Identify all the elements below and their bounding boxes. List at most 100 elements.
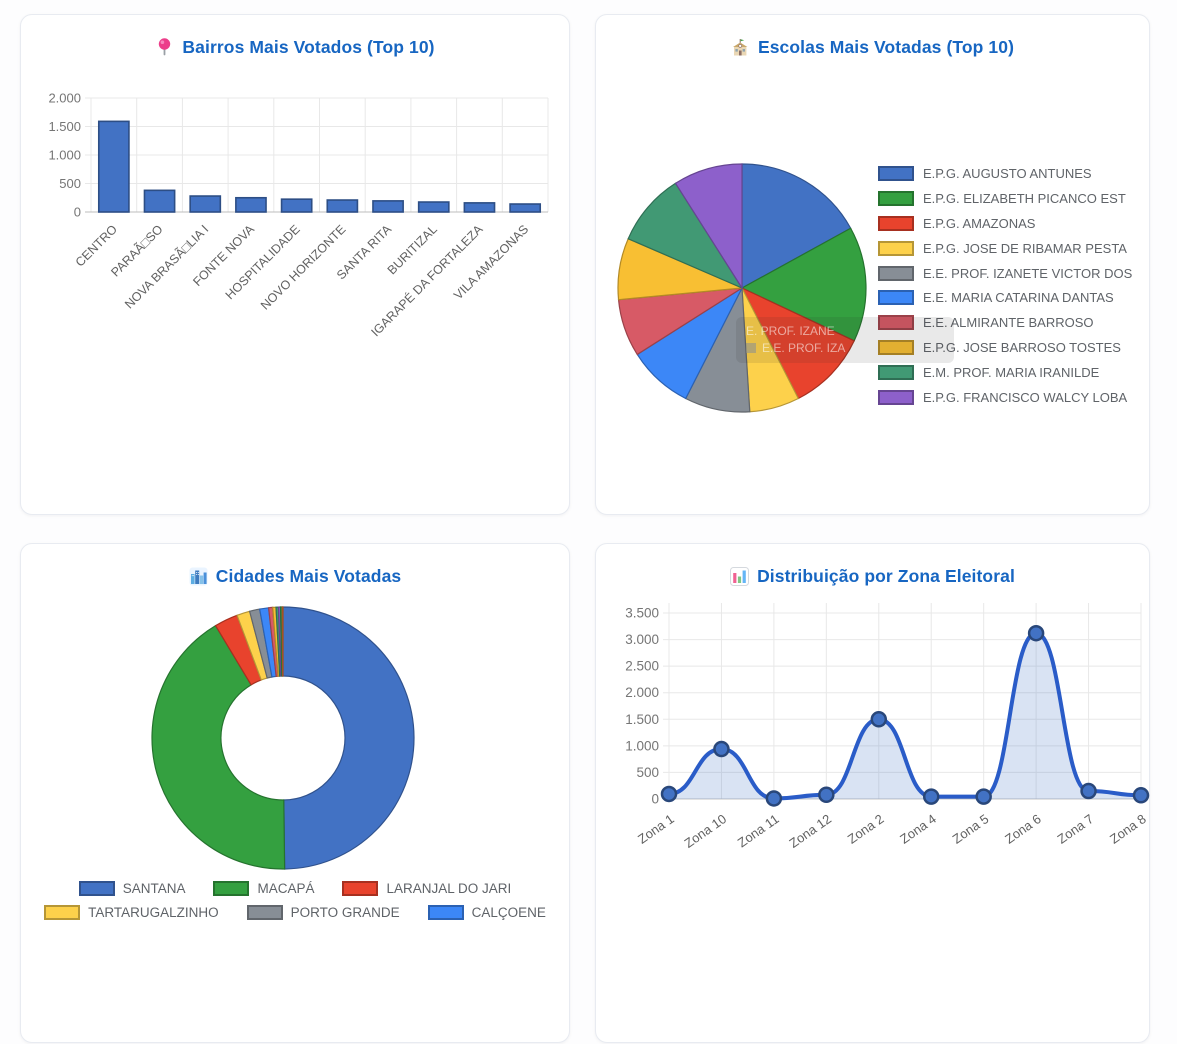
data-point[interactable] bbox=[975, 788, 992, 805]
x-axis-label: Zona 5 bbox=[950, 811, 992, 847]
legend-item[interactable]: CALÇOENE bbox=[427, 904, 546, 920]
legend-label: E.E. MARIA CATARINA DANTAS bbox=[923, 290, 1114, 306]
escolas-chart-card: Escolas Mais Votadas (Top 10) E.P.G. AUG… bbox=[595, 14, 1150, 515]
data-point[interactable] bbox=[713, 740, 730, 758]
data-point[interactable] bbox=[660, 785, 678, 803]
data-point[interactable] bbox=[870, 711, 888, 728]
legend-label: E.P.G. ELIZABETH PICANCO EST bbox=[923, 190, 1126, 206]
data-point[interactable] bbox=[1132, 787, 1150, 804]
cityscape-icon bbox=[189, 567, 208, 586]
x-axis-label: Zona 4 bbox=[897, 811, 939, 847]
pie-slice[interactable] bbox=[281, 606, 284, 677]
legend-swatch bbox=[878, 389, 914, 405]
legend-swatch bbox=[44, 904, 81, 920]
pie-slice[interactable] bbox=[740, 286, 855, 400]
y-axis-label: 1.500 bbox=[625, 712, 659, 727]
legend-swatch bbox=[878, 240, 914, 256]
y-axis-label: 2.500 bbox=[625, 659, 659, 674]
legend-item[interactable]: E.E. PROF. IZANETE VICTOR DOS bbox=[878, 261, 1141, 286]
legend-label: E.P.G. AUGUSTO ANTUNES bbox=[923, 165, 1092, 181]
bar[interactable] bbox=[417, 201, 450, 213]
legend-item[interactable]: TARTARUGALZINHO bbox=[44, 904, 219, 920]
cidades-chart-card: Cidades Mais Votadas SANTANA MACAPÁ LARANJ… bbox=[20, 543, 570, 1043]
legend-item[interactable]: E.P.G. ELIZABETH PICANCO EST bbox=[878, 186, 1141, 211]
legend-item[interactable]: E.E. ALMIRANTE BARROSO bbox=[878, 310, 1141, 335]
legend-label: PORTO GRANDE bbox=[290, 904, 400, 920]
zonas-chart-card: Distribuição por Zona Eleitoral 0 500 1.00… bbox=[595, 543, 1150, 1043]
pie-slice[interactable] bbox=[674, 163, 743, 291]
legend-item[interactable]: E.M. PROF. MARIA IRANILDE bbox=[878, 360, 1141, 385]
legend-label: SANTANA bbox=[122, 880, 186, 896]
legend-item[interactable]: SANTANA bbox=[78, 880, 186, 896]
y-axis-label: 0 bbox=[74, 205, 81, 220]
bar[interactable] bbox=[235, 196, 267, 213]
card-title-text: Cidades Mais Votadas bbox=[215, 566, 402, 586]
bar[interactable] bbox=[189, 195, 222, 213]
legend-swatch bbox=[878, 290, 914, 306]
y-axis-label: 1.000 bbox=[625, 738, 659, 753]
y-axis-label: 500 bbox=[636, 765, 659, 780]
legend-label: E.P.G. JOSE BARROSO TOSTES bbox=[923, 340, 1121, 356]
bar[interactable] bbox=[463, 202, 496, 213]
legend-swatch bbox=[878, 365, 914, 381]
bar[interactable] bbox=[326, 199, 359, 213]
legend-label: E.E. PROF. IZANETE VICTOR DOS bbox=[923, 265, 1133, 281]
x-axis-label: Zona 10 bbox=[681, 811, 729, 851]
bar[interactable] bbox=[509, 203, 542, 213]
bar[interactable] bbox=[97, 120, 130, 213]
x-axis-label: Zona 1 bbox=[635, 811, 677, 847]
legend-swatch bbox=[213, 880, 250, 896]
x-axis-label: Zona 12 bbox=[786, 811, 834, 851]
data-point[interactable] bbox=[1080, 782, 1097, 800]
escolas-card-title: Escolas Mais Votadas (Top 10) bbox=[596, 37, 1149, 58]
legend-item[interactable]: LARANJAL DO JARI bbox=[342, 880, 511, 896]
legend-swatch bbox=[342, 880, 379, 896]
x-axis-label: CENTRO bbox=[73, 222, 120, 269]
pushpin-icon bbox=[155, 38, 174, 57]
pie-slice[interactable] bbox=[151, 624, 286, 870]
legend-swatch bbox=[878, 190, 914, 206]
legend-item[interactable]: E.P.G. AUGUSTO ANTUNES bbox=[878, 161, 1141, 186]
legend-item[interactable]: E.P.G. FRANCISCO WALCY LOBA bbox=[878, 385, 1141, 410]
pie-slice[interactable] bbox=[740, 227, 867, 342]
data-point[interactable] bbox=[1027, 624, 1045, 642]
data-point[interactable] bbox=[818, 786, 835, 803]
legend-label: MACAPÁ bbox=[257, 880, 315, 896]
legend-swatch bbox=[878, 340, 914, 356]
data-point[interactable] bbox=[765, 790, 783, 807]
legend-label: E.P.G. JOSE DE RIBAMAR PESTA bbox=[923, 240, 1127, 256]
legend-item[interactable]: E.P.G. JOSE BARROSO TOSTES bbox=[878, 335, 1141, 360]
data-line bbox=[667, 631, 1143, 801]
pie-slice[interactable] bbox=[741, 163, 852, 290]
legend-swatch bbox=[878, 315, 914, 331]
legend-label: E.P.G. AMAZONAS bbox=[923, 215, 1036, 231]
bar[interactable] bbox=[280, 198, 313, 213]
legend-item[interactable]: E.P.G. AMAZONAS bbox=[878, 211, 1141, 236]
legend-item[interactable]: PORTO GRANDE bbox=[246, 904, 400, 920]
legend-label: CALÇOENE bbox=[471, 904, 546, 920]
legend-swatch bbox=[427, 904, 464, 920]
bar[interactable] bbox=[372, 200, 404, 213]
legend-swatch bbox=[878, 215, 914, 231]
bar[interactable] bbox=[143, 189, 176, 213]
legend-item[interactable]: E.E. MARIA CATARINA DANTAS bbox=[878, 285, 1141, 310]
y-axis-label: 1.500 bbox=[48, 119, 81, 134]
legend-item[interactable]: E.P.G. JOSE DE RIBAMAR PESTA bbox=[878, 236, 1141, 261]
legend-item[interactable]: MACAPÁ bbox=[213, 880, 315, 896]
zonas-card-title: Distribuição por Zona Eleitoral bbox=[596, 566, 1149, 587]
x-axis-label: Zona 8 bbox=[1107, 811, 1149, 847]
legend-label: E.P.G. FRANCISCO WALCY LOBA bbox=[923, 389, 1128, 405]
legend-line: TARTARUGALZINHO PORTO GRANDE CALÇOENE bbox=[21, 900, 569, 924]
card-title-text: Escolas Mais Votadas (Top 10) bbox=[757, 37, 1015, 57]
legend-label: E.E. ALMIRANTE BARROSO bbox=[923, 315, 1094, 331]
bairros-card-title: Bairros Mais Votados (Top 10) bbox=[21, 37, 569, 58]
y-axis-label: 3.500 bbox=[625, 606, 659, 621]
data-point[interactable] bbox=[922, 788, 940, 805]
legend-swatch bbox=[878, 165, 914, 181]
y-axis-label: 0 bbox=[651, 792, 659, 807]
x-axis-label: Zona 6 bbox=[1002, 811, 1044, 847]
pie-slice[interactable] bbox=[282, 606, 415, 870]
school-icon bbox=[731, 38, 750, 57]
card-title-text: Distribuição por Zona Eleitoral bbox=[757, 566, 1015, 586]
